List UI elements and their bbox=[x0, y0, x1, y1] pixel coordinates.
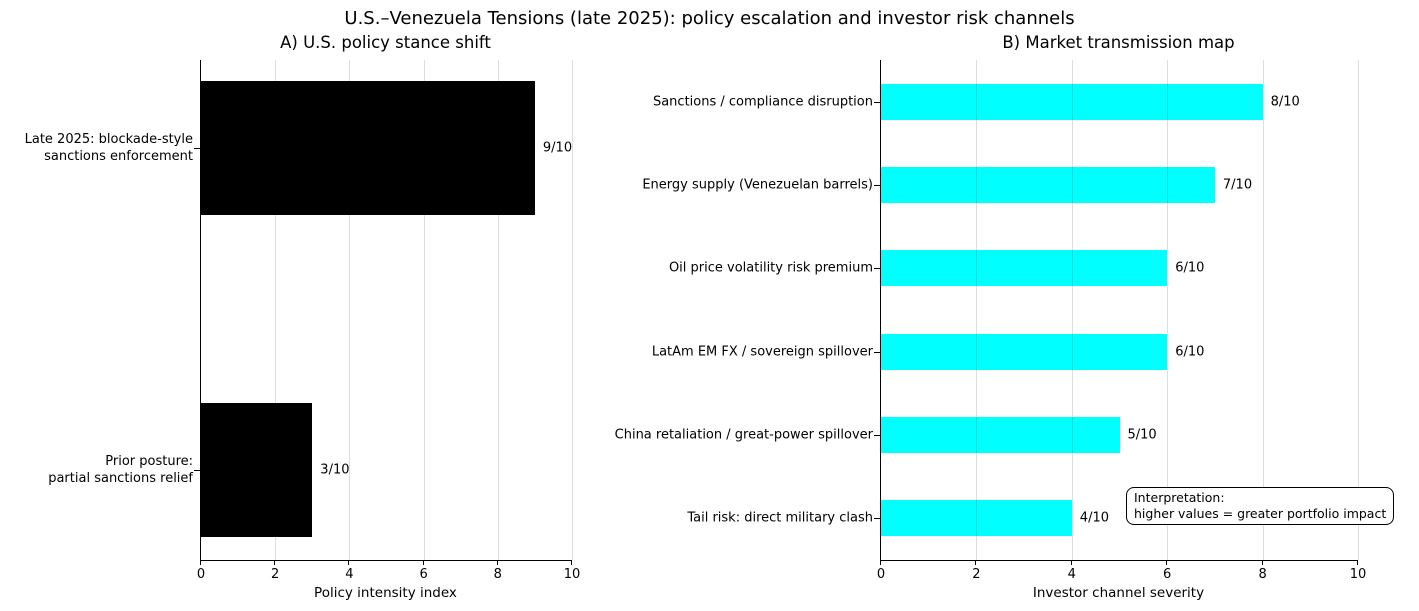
category-label: LatAm EM FX / sovereign spillover bbox=[651, 344, 873, 360]
x-tick-label: 0 bbox=[196, 567, 206, 582]
y-tick-mark bbox=[874, 518, 880, 520]
bar-value-label: 6/10 bbox=[1175, 260, 1205, 276]
gridline bbox=[349, 60, 351, 560]
y-tick-mark bbox=[874, 185, 880, 186]
gridline bbox=[572, 60, 573, 560]
x-tick-label: 0 bbox=[876, 567, 886, 582]
chart-b-x-axis-label: Investor channel severity bbox=[1032, 585, 1205, 601]
gridline bbox=[497, 60, 499, 560]
bar bbox=[201, 81, 535, 215]
x-tick-mark bbox=[274, 560, 276, 565]
y-tick-mark bbox=[874, 435, 880, 436]
gridline bbox=[976, 60, 978, 560]
gridline bbox=[1071, 60, 1073, 560]
gridline bbox=[1167, 60, 1169, 560]
interpretation-annotation: Interpretation: higher values = greater … bbox=[1126, 487, 1395, 525]
x-tick-label: 10 bbox=[1349, 567, 1367, 582]
chart-b-title: B) Market transmission map bbox=[1002, 33, 1235, 52]
x-tick-label: 4 bbox=[1067, 567, 1076, 582]
y-tick-mark bbox=[874, 268, 880, 270]
category-label: Tail risk: direct military clash bbox=[687, 510, 873, 526]
x-tick-mark bbox=[571, 560, 572, 565]
x-tick-mark bbox=[1070, 560, 1072, 565]
y-tick-mark bbox=[874, 351, 880, 353]
x-tick-label: 6 bbox=[419, 567, 428, 582]
y-tick-mark bbox=[194, 470, 200, 471]
category-label: Prior posture: partial sanctions relief bbox=[48, 454, 193, 486]
gridline bbox=[275, 60, 277, 560]
bar bbox=[201, 403, 313, 537]
x-tick-label: 10 bbox=[563, 567, 581, 582]
gridline bbox=[1358, 60, 1359, 560]
category-label: Sanctions / compliance disruption bbox=[652, 94, 873, 110]
x-tick-label: 8 bbox=[493, 567, 502, 582]
x-tick-label: 4 bbox=[345, 567, 354, 582]
chart-a-x-axis-label: Policy intensity index bbox=[314, 585, 457, 601]
bar-value-label: 4/10 bbox=[1079, 510, 1109, 526]
bar-value-label: 9/10 bbox=[542, 140, 573, 156]
y-tick-mark bbox=[194, 148, 200, 149]
x-tick-mark bbox=[1357, 560, 1358, 565]
figure-title: U.S.–Venezuela Tensions (late 2025): pol… bbox=[344, 8, 1075, 29]
x-tick-mark bbox=[422, 560, 424, 565]
x-tick-mark bbox=[348, 560, 350, 565]
chart-a-title: A) U.S. policy stance shift bbox=[280, 33, 491, 52]
bar bbox=[881, 417, 1120, 453]
x-tick-label: 2 bbox=[271, 567, 280, 582]
category-label: Late 2025: blockade-style sanctions enfo… bbox=[24, 132, 193, 164]
bar bbox=[881, 500, 1072, 537]
bar bbox=[881, 250, 1168, 287]
category-label: Energy supply (Venezuelan barrels) bbox=[642, 177, 873, 193]
category-label: China retaliation / great-power spillove… bbox=[614, 427, 873, 443]
bar bbox=[881, 167, 1215, 203]
x-tick-mark bbox=[200, 560, 201, 565]
gridline bbox=[423, 60, 425, 560]
x-tick-mark bbox=[496, 560, 498, 565]
x-tick-mark bbox=[975, 560, 977, 565]
x-tick-mark bbox=[880, 560, 881, 565]
bar bbox=[881, 83, 1263, 120]
bar bbox=[881, 333, 1168, 370]
bar-value-label: 5/10 bbox=[1127, 427, 1157, 443]
category-label: Oil price volatility risk premium bbox=[668, 260, 873, 276]
x-tick-label: 8 bbox=[1258, 567, 1267, 582]
bar-value-label: 8/10 bbox=[1270, 94, 1300, 110]
chart-b-plot-area: 8/10 Sanctions / compliance disruption 7/1… bbox=[615, 60, 1366, 582]
gridline bbox=[1262, 60, 1264, 560]
x-tick-label: 6 bbox=[1163, 567, 1172, 582]
y-tick-mark bbox=[874, 101, 880, 103]
bar-value-label: 7/10 bbox=[1222, 177, 1253, 193]
bar-value-label: 3/10 bbox=[320, 462, 350, 478]
x-tick-mark bbox=[1261, 560, 1263, 565]
x-tick-label: 2 bbox=[972, 567, 981, 582]
bar-value-label: 6/10 bbox=[1175, 344, 1205, 360]
chart-a-plot-area: 9/10 Late 2025: blockade-style sanctions … bbox=[25, 60, 580, 582]
x-tick-mark bbox=[1166, 560, 1168, 565]
